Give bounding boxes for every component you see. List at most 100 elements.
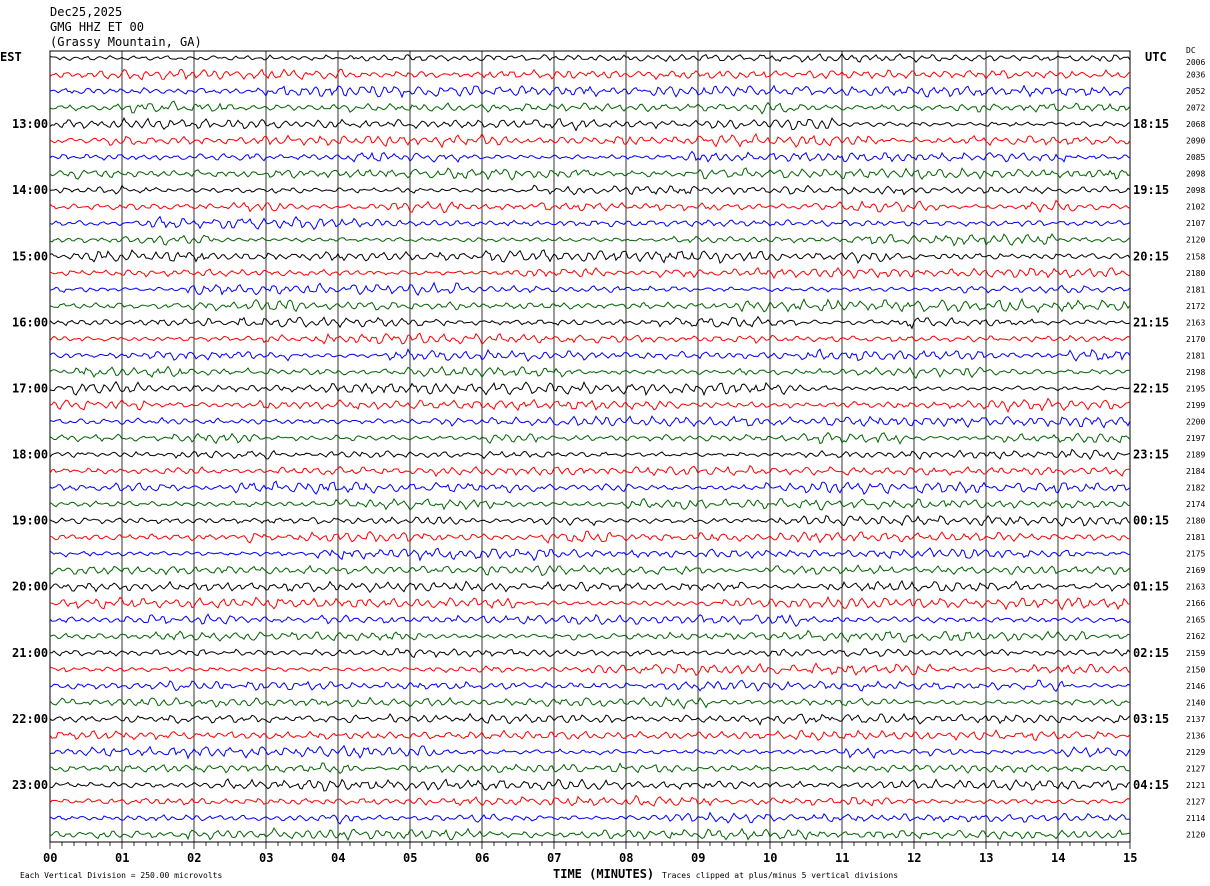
x-tick-label: 13: [979, 851, 993, 865]
seismic-trace: [49, 249, 1131, 264]
seismic-trace: [49, 347, 1131, 362]
dc-offset-value: 2107: [1186, 219, 1205, 228]
seismic-trace: [49, 281, 1131, 297]
seismic-trace: [49, 431, 1131, 445]
dc-offset-value: 2052: [1186, 87, 1205, 96]
header-date: Dec25,2025: [50, 5, 122, 19]
seismic-trace: [49, 778, 1131, 792]
seismic-trace: [49, 84, 1131, 99]
seismic-trace: [49, 68, 1131, 81]
dc-offset-value: 2120: [1186, 236, 1205, 245]
dc-offset-value: 2181: [1186, 351, 1205, 360]
dc-offset-value: 2175: [1186, 550, 1205, 559]
est-time-label: 15:00: [12, 249, 48, 263]
x-tick-label: 14: [1051, 851, 1065, 865]
dc-offset-value: 2189: [1186, 451, 1205, 460]
utc-time-label: 02:15: [1133, 646, 1169, 660]
dc-offset-value: 2006: [1186, 58, 1205, 67]
seismic-trace: [49, 100, 1131, 115]
utc-time-label: 04:15: [1133, 778, 1169, 792]
dc-offset-value: 2127: [1186, 797, 1205, 806]
dc-offset-value: 2169: [1186, 566, 1205, 575]
header-station: GMG HHZ ET 00: [50, 20, 144, 34]
dc-offset-value: 2085: [1186, 153, 1205, 162]
est-time-label: 14:00: [12, 183, 48, 197]
dc-offset-value: 2150: [1186, 665, 1205, 674]
seismic-trace: [49, 744, 1131, 760]
dc-offset-value: 2197: [1186, 434, 1205, 443]
dc-offset-value: 2121: [1186, 781, 1205, 790]
dc-offset-value: 2137: [1186, 715, 1205, 724]
est-time-label: 18:00: [12, 448, 48, 462]
x-axis-label: TIME (MINUTES): [553, 867, 654, 881]
est-time-label: 13:00: [12, 117, 48, 131]
seismic-trace: [49, 167, 1131, 181]
seismic-trace: [49, 315, 1131, 330]
seismic-trace: [49, 448, 1131, 461]
seismic-trace: [49, 52, 1131, 64]
dc-offset-value: 2181: [1186, 285, 1205, 294]
dc-offset-value: 2114: [1186, 814, 1205, 823]
dc-offset-value: 2163: [1186, 318, 1205, 327]
dc-offset-value: 2181: [1186, 533, 1205, 542]
seismic-trace: [49, 497, 1131, 511]
utc-time-label: 19:15: [1133, 183, 1169, 197]
scale-note: Each Vertical Division = 250.00 microvol…: [20, 871, 222, 880]
dc-offset-value: 2136: [1186, 731, 1205, 740]
x-tick-label: 09: [691, 851, 705, 865]
dc-offset-value: 2180: [1186, 517, 1205, 526]
dc-offset-value: 2098: [1186, 186, 1205, 195]
seismic-trace: [49, 199, 1131, 214]
utc-time-label: 20:15: [1133, 249, 1169, 263]
seismic-trace: [49, 397, 1131, 414]
utc-time-label: 23:15: [1133, 448, 1169, 462]
x-tick-label: 06: [475, 851, 489, 865]
dc-offset-value: 2198: [1186, 368, 1205, 377]
dc-offset-value: 2158: [1186, 252, 1205, 261]
dc-offset-value: 2090: [1186, 137, 1205, 146]
dc-offset-value: 2120: [1186, 831, 1205, 840]
x-tick-label: 08: [619, 851, 633, 865]
seismic-trace: [49, 480, 1131, 496]
utc-time-label: 18:15: [1133, 117, 1169, 131]
dc-offset-value: 2195: [1186, 384, 1205, 393]
seismic-trace: [49, 132, 1131, 149]
x-tick-label: 11: [835, 851, 849, 865]
est-time-label: 16:00: [12, 315, 48, 329]
seismic-trace: [49, 595, 1131, 611]
seismic-trace: [49, 629, 1131, 643]
dc-offset-value: 2098: [1186, 170, 1205, 179]
seismic-trace: [49, 811, 1131, 825]
seismic-trace: [49, 696, 1131, 710]
seismic-trace: [49, 184, 1131, 196]
dc-offset-value: 2166: [1186, 599, 1205, 608]
dc-offset-value: 2127: [1186, 764, 1205, 773]
est-time-label: 19:00: [12, 514, 48, 528]
seismic-trace: [49, 514, 1131, 527]
utc-time-label: 03:15: [1133, 712, 1169, 726]
seismic-trace: [49, 827, 1130, 842]
seismic-trace: [49, 579, 1131, 594]
est-time-label: 21:00: [12, 646, 48, 660]
seismic-trace: [49, 150, 1131, 163]
x-tick-label: 15: [1123, 851, 1137, 865]
utc-time-label: 00:15: [1133, 514, 1169, 528]
dc-offset-value: 2172: [1186, 302, 1205, 311]
est-time-label: 17:00: [12, 381, 48, 395]
x-tick-label: 02: [187, 851, 201, 865]
clip-note: Traces clipped at plus/minus 5 vertical …: [662, 871, 898, 880]
utc-time-label: 22:15: [1133, 381, 1169, 395]
dc-offset-value: 2162: [1186, 632, 1205, 641]
dc-offset-value: 2159: [1186, 649, 1205, 658]
seismic-trace: [49, 662, 1131, 677]
seismic-trace: [49, 679, 1131, 693]
seismic-trace: [49, 547, 1131, 562]
est-axis-label: EST: [0, 50, 22, 64]
seismic-trace: [49, 266, 1131, 280]
x-tick-label: 05: [403, 851, 417, 865]
seismic-trace: [49, 712, 1131, 726]
dc-offset-value: 2199: [1186, 401, 1205, 410]
seismic-trace: [49, 365, 1131, 380]
